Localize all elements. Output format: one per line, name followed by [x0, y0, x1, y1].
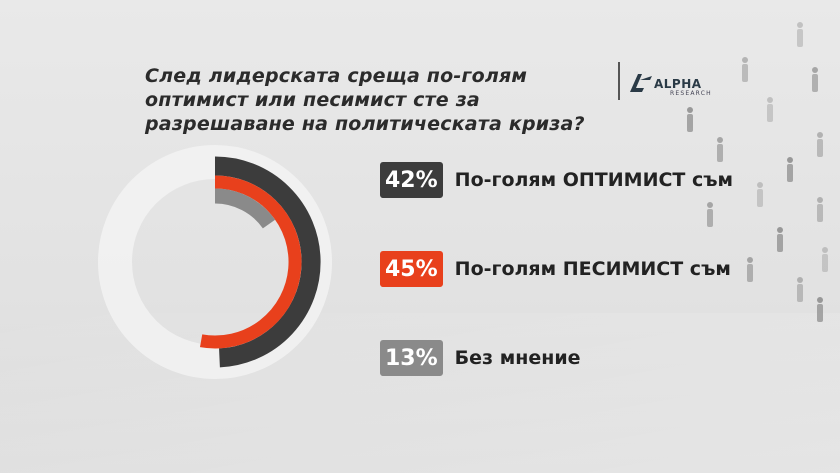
- arc-no-opinion: [214, 188, 276, 229]
- alpha-research-logo: ALPHA RESEARCH: [618, 62, 728, 102]
- person-silhouette: [787, 157, 793, 182]
- person-silhouette: [797, 22, 803, 47]
- arc-pessimist: [199, 175, 302, 349]
- legend-label-no-opinion: Без мнение: [454, 347, 581, 369]
- value-badge-no-opinion: 13%: [380, 340, 443, 376]
- person-silhouette: [817, 297, 823, 322]
- person-silhouette: [822, 247, 828, 272]
- arc-optimist: [214, 156, 321, 368]
- person-silhouette: [817, 132, 823, 157]
- people-silhouettes-decoration: [687, 22, 828, 322]
- legend-label-optimist: По-голям ОПТИМИСТ съм: [454, 169, 734, 191]
- legend-item-pessimist: 45% По-голям ПЕСИМИСТ съм: [380, 251, 731, 287]
- value-badge-pessimist: 45%: [380, 251, 443, 287]
- person-silhouette: [767, 97, 773, 122]
- person-silhouette: [757, 182, 763, 207]
- person-silhouette: [687, 107, 693, 132]
- person-silhouette: [797, 277, 803, 302]
- logo-name: ALPHA: [654, 77, 702, 91]
- logo-sub: RESEARCH: [670, 90, 712, 97]
- legend-item-optimist: 42% По-голям ОПТИМИСТ съм: [380, 162, 733, 198]
- person-silhouette: [817, 197, 823, 222]
- person-silhouette: [717, 137, 723, 162]
- person-silhouette: [747, 257, 753, 282]
- alpha-logo-icon: [630, 74, 652, 92]
- person-silhouette: [742, 57, 748, 82]
- person-silhouette: [707, 202, 713, 227]
- value-badge-optimist: 42%: [380, 162, 443, 198]
- chart-title: След лидерската среща по-голям оптимист …: [145, 65, 585, 135]
- person-silhouette: [777, 227, 783, 252]
- person-silhouette: [812, 67, 818, 92]
- legend-item-no-opinion: 13% Без мнение: [380, 340, 581, 376]
- legend-label-pessimist: По-голям ПЕСИМИСТ съм: [454, 258, 731, 280]
